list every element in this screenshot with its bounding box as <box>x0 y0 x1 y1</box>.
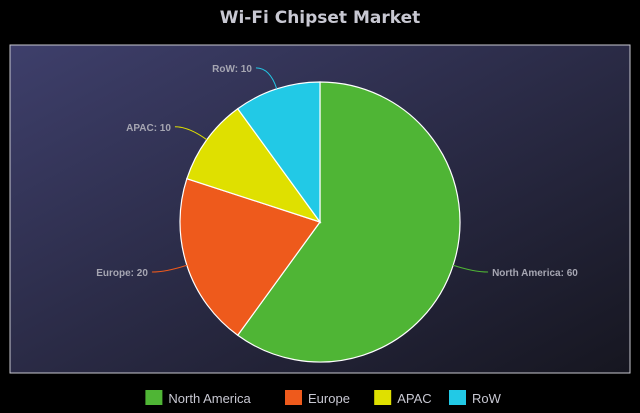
data-label-row: RoW: 10 <box>212 64 252 75</box>
legend-swatch-apac <box>374 390 392 405</box>
legend-label-europe: Europe <box>308 391 350 406</box>
legend-swatch-row <box>449 390 466 405</box>
connector-north-america <box>452 264 489 273</box>
data-label-europe: Europe: 20 <box>96 268 148 279</box>
pie-slice-europe <box>179 177 321 337</box>
legend-swatch-europe <box>285 390 302 405</box>
legend-label-row: RoW <box>472 391 502 406</box>
pie-slice-row <box>236 81 321 224</box>
legend: North America Europe APAC RoW <box>145 390 502 406</box>
legend-swatch-north-america <box>145 390 163 405</box>
connector-europe <box>151 264 188 273</box>
legend-item-row[interactable]: RoW <box>449 390 502 406</box>
legend-item-apac[interactable]: APAC <box>374 390 432 406</box>
legend-label-apac: APAC <box>397 391 431 406</box>
connector-row <box>255 67 278 90</box>
legend-label-north-america: North America <box>168 391 251 406</box>
legend-item-europe[interactable]: Europe <box>285 390 350 406</box>
chart-title: Wi-Fi Chipset Market <box>220 8 421 28</box>
pie-labels: North America: 60 Europe: 20 APAC: 10 RoW: … <box>96 64 578 279</box>
data-label-north-america: North America: 60 <box>492 268 578 279</box>
connector-apac <box>174 126 208 141</box>
pie-slice-apac <box>186 107 322 224</box>
data-label-apac: APAC: 10 <box>126 123 171 134</box>
legend-item-north-america[interactable]: North America <box>145 390 252 406</box>
pie-slices <box>179 81 461 363</box>
